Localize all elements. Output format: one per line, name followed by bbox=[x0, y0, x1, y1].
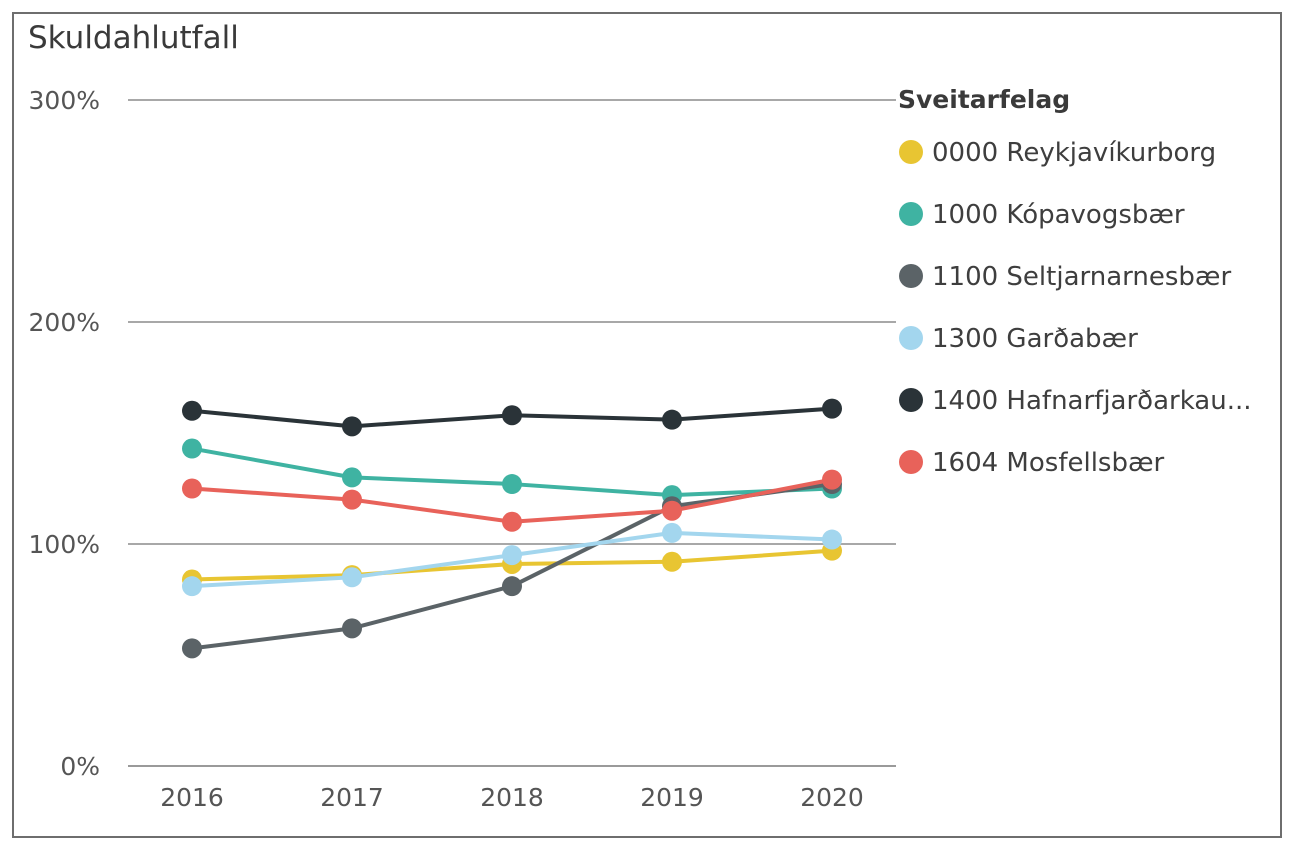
data-point bbox=[662, 522, 682, 543]
legend-marker bbox=[899, 140, 923, 164]
data-point bbox=[182, 400, 202, 421]
y-tick-label: 0% bbox=[60, 752, 100, 781]
y-axis-ticks: 0% 100% 200% 300% bbox=[29, 86, 100, 781]
legend-item: 1604 Mosfellsbær bbox=[899, 448, 1164, 478]
legend-item: 1100 Seltjarnarnesbær bbox=[899, 262, 1231, 292]
series bbox=[182, 398, 842, 437]
gridlines bbox=[128, 99, 896, 767]
legend-title: Sveitarfelag bbox=[898, 85, 1070, 114]
legend: Sveitarfelag 0000 Reykjavíkurborg 1000 Kó… bbox=[898, 85, 1252, 478]
legend-label: 0000 Reykjavíkurborg bbox=[932, 138, 1216, 168]
legend-marker bbox=[899, 264, 923, 288]
data-point bbox=[822, 398, 842, 419]
x-tick-label: 2018 bbox=[480, 783, 544, 812]
legend-item: 1300 Garðabær bbox=[899, 324, 1138, 354]
x-axis-ticks: 2016 2017 2018 2019 2020 bbox=[160, 783, 864, 812]
legend-label: 1400 Hafnarfjarðarkau... bbox=[932, 386, 1252, 416]
data-point bbox=[662, 551, 682, 572]
legend-label: 1000 Kópavogsbær bbox=[932, 200, 1185, 230]
data-point bbox=[342, 467, 362, 488]
data-point bbox=[182, 438, 202, 459]
data-point bbox=[182, 638, 202, 659]
legend-marker bbox=[899, 202, 923, 226]
data-point bbox=[662, 409, 682, 430]
data-point bbox=[182, 478, 202, 499]
legend-marker bbox=[899, 388, 923, 412]
legend-item: 0000 Reykjavíkurborg bbox=[899, 138, 1216, 168]
data-point bbox=[502, 474, 522, 495]
legend-marker bbox=[899, 326, 923, 350]
x-tick-label: 2016 bbox=[160, 783, 224, 812]
legend-label: 1300 Garðabær bbox=[932, 324, 1138, 354]
x-tick-label: 2019 bbox=[640, 783, 704, 812]
data-point bbox=[502, 511, 522, 532]
series bbox=[182, 469, 842, 532]
data-point bbox=[502, 545, 522, 566]
data-point bbox=[822, 469, 842, 490]
data-point bbox=[342, 567, 362, 588]
data-point bbox=[502, 576, 522, 597]
legend-item: 1000 Kópavogsbær bbox=[899, 200, 1185, 230]
x-tick-label: 2020 bbox=[800, 783, 864, 812]
series-group bbox=[182, 398, 842, 659]
data-point bbox=[342, 618, 362, 639]
legend-marker bbox=[899, 450, 923, 474]
x-tick-label: 2017 bbox=[320, 783, 384, 812]
data-point bbox=[342, 416, 362, 437]
chart-title: Skuldahlutfall bbox=[28, 20, 239, 56]
legend-label: 1604 Mosfellsbær bbox=[932, 448, 1164, 478]
data-point bbox=[342, 489, 362, 510]
series bbox=[182, 522, 842, 597]
y-tick-label: 100% bbox=[29, 530, 100, 559]
data-point bbox=[182, 576, 202, 597]
y-tick-label: 200% bbox=[29, 308, 100, 337]
data-point bbox=[822, 529, 842, 550]
chart-frame bbox=[12, 12, 1282, 838]
legend-label: 1100 Seltjarnarnesbær bbox=[932, 262, 1231, 292]
y-tick-label: 300% bbox=[29, 86, 100, 115]
data-point bbox=[502, 405, 522, 426]
legend-item: 1400 Hafnarfjarðarkau... bbox=[899, 386, 1252, 416]
data-point bbox=[662, 500, 682, 521]
